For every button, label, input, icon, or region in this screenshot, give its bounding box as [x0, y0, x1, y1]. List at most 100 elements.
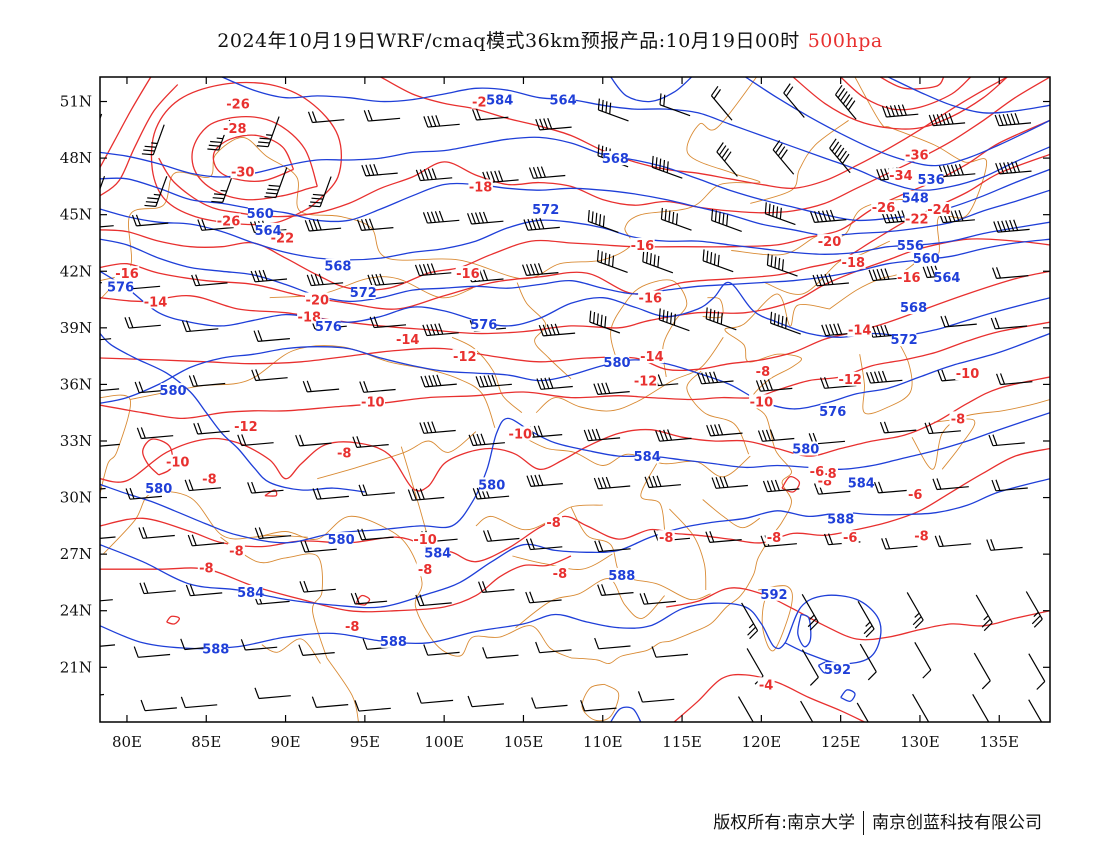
lon-label: 100E: [424, 733, 464, 751]
temperature-label: -12: [634, 375, 658, 390]
wind-barb: [702, 249, 734, 273]
wind-barb: [308, 176, 332, 208]
temperature-label-bg: [230, 164, 255, 179]
wind-barb: [536, 377, 573, 390]
temperature-label: -14: [848, 324, 872, 339]
temperature-label-bg: [305, 292, 330, 307]
wind-barb: [594, 540, 631, 553]
temperature-isotherm: [100, 84, 179, 197]
wind-barb: [996, 373, 1033, 386]
geopotential-label-bg: [487, 92, 512, 107]
lon-label: 90E: [271, 733, 301, 751]
wind-barb: [879, 421, 917, 434]
wind-barb: [483, 530, 520, 542]
temperature-label: -8: [418, 563, 432, 578]
wind-barb: [874, 481, 911, 494]
geopotential-label: 568: [900, 301, 927, 316]
wind-barb: [139, 582, 176, 595]
wind-barb: [131, 214, 169, 227]
wind-barb: [369, 316, 407, 329]
lon-label: 105E: [504, 733, 544, 751]
temperature-isotherm: [191, 115, 318, 201]
lat-label: 48N: [60, 149, 92, 167]
temperature-isotherm: [380, 77, 1008, 190]
geopotential-label: 556: [897, 239, 924, 254]
lon-label: 80E: [112, 733, 142, 751]
border-line: [261, 638, 321, 664]
credit-company: 南京创蓝科技有限公司: [872, 813, 1042, 833]
temperature-label: -8: [914, 529, 928, 544]
temperature-label-bg: [757, 677, 775, 692]
temperature-isotherm: [100, 321, 1050, 420]
temperature-label-bg: [395, 332, 420, 347]
lat-label: 33N: [60, 432, 92, 450]
wind-barb: [705, 307, 737, 331]
temperature-label-bg: [114, 266, 140, 281]
geopotential-label-bg: [533, 202, 558, 216]
wind-barb: [658, 308, 690, 332]
wind-barb: [468, 433, 505, 447]
wind-barb: [188, 375, 226, 387]
wind-barb: [525, 538, 563, 551]
lat-label: 39N: [60, 319, 92, 337]
wind-barb: [801, 649, 819, 686]
lat-label: 27N: [60, 545, 92, 563]
temperature-isotherm: [264, 489, 278, 497]
border-line: [400, 446, 429, 540]
wind-barb: [251, 369, 288, 382]
wind-barb: [361, 163, 398, 177]
geopotential-label: 584: [848, 477, 875, 492]
wind-barb: [639, 592, 676, 605]
wind-barb: [995, 161, 1032, 175]
wind-barb: [737, 696, 756, 722]
lon-label: 85E: [191, 733, 221, 751]
wind-barb: [133, 646, 171, 658]
geopotential-label-bg: [603, 151, 628, 166]
wind-barb: [254, 687, 291, 700]
wind-barb: [990, 317, 1028, 330]
wind-barb: [1028, 699, 1046, 722]
geopotential-label: 536: [918, 173, 945, 188]
temperature-label-bg: [222, 120, 248, 135]
temperature-label: -8: [822, 467, 836, 482]
wind-barb: [912, 693, 930, 722]
wind-barb: [906, 592, 924, 629]
temperature-label: -10: [956, 367, 980, 382]
border-line: [220, 536, 328, 659]
border-line: [610, 279, 688, 377]
wind-barb: [829, 138, 851, 174]
geopotential-label: 576: [819, 405, 846, 420]
geopotential-label-bg: [108, 279, 133, 294]
wind-barb: [415, 168, 453, 182]
border-line: [515, 578, 665, 629]
wind-barb: [651, 155, 683, 179]
wind-barb: [522, 263, 559, 276]
lon-label: 120E: [742, 733, 782, 751]
wind-barb: [856, 702, 874, 722]
geopotential-label-bg: [146, 481, 171, 496]
wind-barb: [531, 697, 568, 709]
temperature-label: -8: [756, 365, 770, 380]
wind-barb: [125, 487, 162, 500]
temperature-isotherm: [212, 134, 295, 182]
geopotential-label-bg: [761, 586, 787, 601]
geopotential-label: 560: [247, 207, 274, 222]
wind-barb: [350, 592, 388, 605]
wind-barb: [991, 479, 1028, 492]
wind-barb: [184, 479, 222, 492]
wind-barb: [835, 84, 857, 120]
geopotential-label-bg: [328, 532, 354, 547]
wind-barb: [972, 693, 990, 722]
temperature-label: -34: [889, 169, 913, 184]
temperature-label: -8: [659, 531, 673, 546]
wind-barb: [764, 202, 796, 226]
wind-barb: [358, 484, 395, 497]
geopotential-label: 580: [603, 356, 630, 371]
border-line: [253, 534, 308, 538]
geopotential-label: 588: [380, 635, 407, 650]
wind-barb: [1028, 653, 1046, 690]
temperature-label-bg: [545, 515, 563, 530]
temperature-label-bg: [749, 394, 774, 409]
geopotential-label-bg: [634, 449, 660, 464]
border-line: [100, 394, 131, 494]
